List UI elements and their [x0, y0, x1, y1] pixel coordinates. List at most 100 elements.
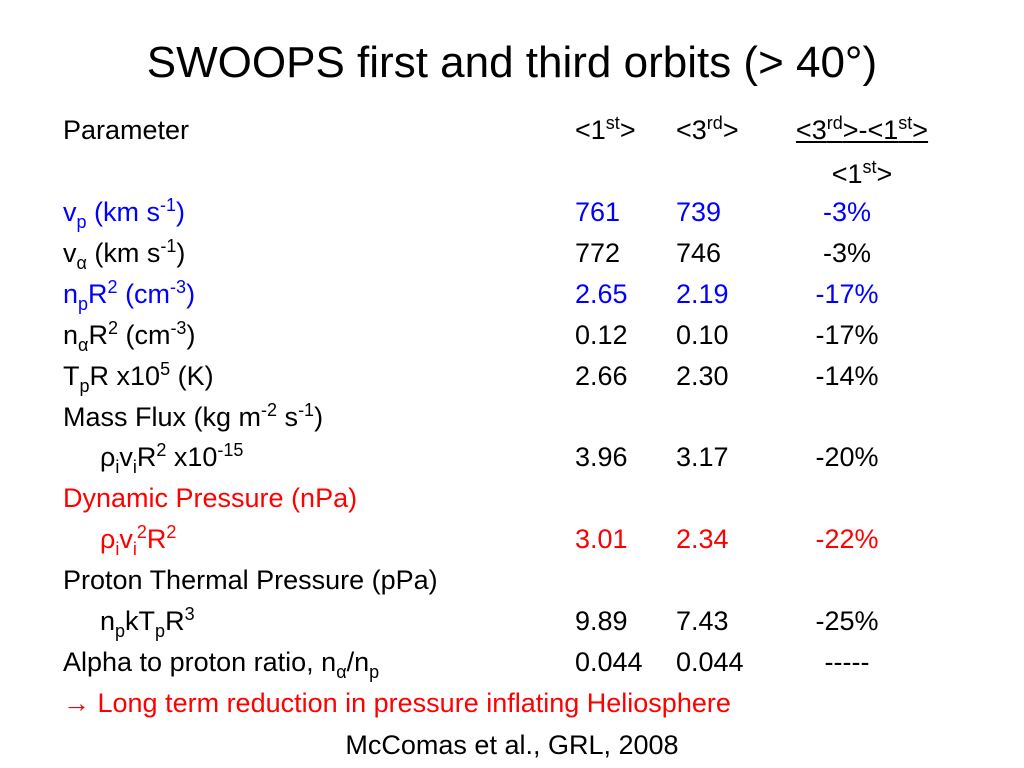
text-run: R: [136, 442, 157, 473]
table-cell: -17%: [815, 278, 879, 309]
text-run: n: [63, 319, 79, 350]
text-run: (km s: [86, 237, 161, 268]
text-run: x10: [166, 442, 218, 473]
text-run: v: [119, 442, 133, 473]
table-row: ρivi2R2 3.01 2.34 -22%: [0, 521, 1024, 560]
supscript: -1: [298, 399, 315, 420]
row-label: ρiviR2 x10-15: [100, 439, 243, 478]
subscript: α: [336, 661, 347, 682]
slide-title: SWOOPS first and third orbits (> 40°): [146, 38, 878, 87]
table-row: vp (km s-1) 761 739 -3%: [0, 194, 1024, 232]
text-run: >: [619, 115, 636, 145]
table-cell: 772: [575, 237, 621, 268]
text-run: s: [277, 401, 299, 432]
text-run: T: [63, 360, 80, 391]
supscript: -1: [160, 195, 177, 215]
table-cell: -14%: [815, 360, 879, 391]
table-cell: 2.66: [575, 360, 628, 391]
subscript: p: [115, 621, 126, 641]
table-row: TpR x105 (K) 2.66 2.30 -14%: [0, 358, 1024, 397]
numerator: <3rd>-<1st>: [779, 112, 945, 151]
supscript: st: [898, 113, 913, 133]
table-cell: 0.10: [676, 319, 729, 350]
text-run: ρ: [100, 524, 116, 555]
text-run: >: [722, 115, 739, 145]
citation: McComas et al., GRL, 2008: [0, 727, 1024, 763]
table-cell: 746: [676, 237, 722, 268]
text-run: (K): [170, 360, 214, 391]
text-run: <3: [795, 115, 827, 145]
text-run: /n: [346, 646, 370, 677]
header-cell: <3rd>-<1st> <1st>: [779, 112, 945, 195]
table-cell: 3.96: [575, 442, 628, 473]
table-cell: -25%: [815, 606, 879, 636]
table-cell: 3.01: [575, 524, 628, 555]
text-run: Dynamic Pressure (nPa): [63, 483, 358, 514]
text-run: >-<1: [842, 115, 899, 145]
subscript: α: [76, 252, 87, 273]
table-cell: -22%: [815, 524, 879, 555]
supscript: -1: [160, 235, 177, 256]
text-run: ρ: [100, 442, 116, 473]
table-cell: 2.30: [676, 360, 729, 391]
subscript: p: [78, 293, 89, 314]
header-cell: <3rd>: [676, 112, 739, 151]
text-run: <1: [575, 115, 606, 145]
supscript: -3: [170, 317, 187, 338]
table-cell: 7.43: [676, 606, 729, 636]
table-cell: 2.19: [676, 278, 729, 309]
supscript: 2: [156, 440, 167, 461]
subscript: p: [76, 212, 87, 232]
supscript: 5: [160, 358, 171, 379]
text-run: ): [314, 401, 324, 432]
table-row: ρiviR2 x10-15 3.96 3.17 -20%: [0, 439, 1024, 478]
row-label: Dynamic Pressure (nPa): [63, 480, 357, 516]
table-row: npkTpR3 9.89 7.43 -25%: [0, 603, 1024, 641]
subscript: i: [115, 457, 120, 478]
table-row: npR2 (cm-3) 2.65 2.19 -17%: [0, 276, 1024, 315]
text-run: v: [63, 237, 77, 268]
text-run: n: [100, 606, 116, 636]
text-run: >: [876, 159, 893, 189]
table-cell: -3%: [822, 237, 871, 268]
text-run: (km s: [86, 197, 161, 227]
table-cell: 3.17: [676, 442, 729, 473]
conclusion-text: → Long term reduction in pressure inflat…: [63, 688, 731, 718]
supscript: -2: [261, 399, 278, 420]
table-cell: -----: [824, 646, 870, 677]
table-cell: 739: [676, 197, 722, 227]
table-cell: 0.12: [575, 319, 628, 350]
text-run: v: [63, 197, 77, 227]
text-run: Alpha to proton ratio, n: [63, 646, 337, 677]
text-run: R: [88, 319, 108, 350]
text-run: n: [63, 278, 79, 309]
table-cell: 761: [575, 197, 621, 227]
supscript: 2: [166, 522, 177, 543]
supscript: rd: [826, 113, 843, 133]
supscript: 2: [107, 276, 118, 297]
conclusion: → Long term reduction in pressure inflat…: [0, 685, 1024, 721]
row-label: ρivi2R2: [100, 521, 176, 560]
row-label: TpR x105 (K): [63, 358, 214, 397]
header-cell: Parameter: [63, 115, 190, 145]
supscript: -15: [217, 440, 244, 461]
text-run: kT: [125, 606, 156, 636]
denominator: <1st>: [779, 156, 945, 195]
subscript: α: [78, 334, 89, 355]
supscript: -3: [170, 276, 187, 297]
row-label: npR2 (cm-3): [63, 276, 195, 315]
table-row: vα (km s-1) 772 746 -3%: [0, 235, 1024, 273]
subscript: p: [369, 661, 380, 682]
subscript: i: [132, 539, 137, 560]
supscript: st: [862, 157, 877, 177]
text-run: <3: [676, 115, 707, 145]
citation-text: McComas et al., GRL, 2008: [345, 730, 679, 760]
text-run: (cm: [117, 319, 171, 350]
table-row: nαR2 (cm-3) 0.12 0.10 -17%: [0, 317, 1024, 355]
header-row: Parameter <1st> <3rd> <3rd>-<1st> <1st>: [0, 112, 1024, 189]
table-row: Alpha to proton ratio, nα/np 0.044 0.044 --…: [0, 644, 1024, 682]
row-label: Proton Thermal Pressure (pPa): [63, 562, 438, 598]
text-run: ): [176, 237, 186, 268]
text-run: R: [165, 606, 185, 636]
supscript: 3: [184, 604, 195, 624]
